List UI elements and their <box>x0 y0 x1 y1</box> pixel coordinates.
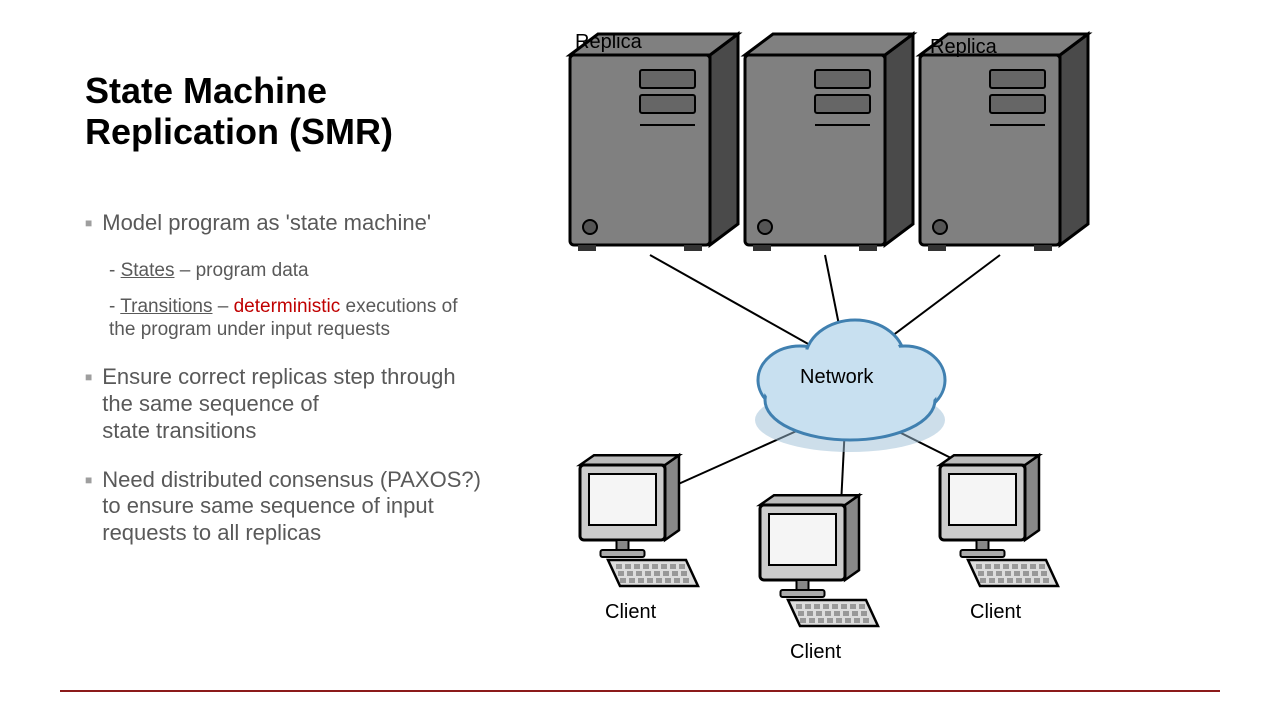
svg-text:Network: Network <box>800 366 874 388</box>
svg-text:Replica: Replica <box>930 36 998 58</box>
svg-text:Client: Client <box>970 601 1022 623</box>
bullet-list: ■Model program as 'state machine' - State… <box>85 210 485 569</box>
svg-text:Client: Client <box>790 641 842 663</box>
diagram-svg: Replica Replica Network Client Client Client <box>500 25 1260 675</box>
footer-rule <box>60 690 1220 692</box>
bullet-item: ■Need distributed consensus (PAXOS?) to … <box>85 467 485 547</box>
sub-bullet: - States – program data <box>109 259 485 283</box>
bullet-item: ■Model program as 'state machine' <box>85 210 485 237</box>
slide-title: State MachineReplication (SMR) <box>85 70 393 153</box>
svg-text:Client: Client <box>605 601 657 623</box>
bullet-item: ■Ensure correct replicas step through th… <box>85 364 485 444</box>
svg-text:Replica: Replica <box>575 31 643 53</box>
sub-bullet: - Transitions – deterministic executions… <box>109 295 485 343</box>
network-diagram: Replica Replica Network Client Client Client <box>500 25 1260 675</box>
